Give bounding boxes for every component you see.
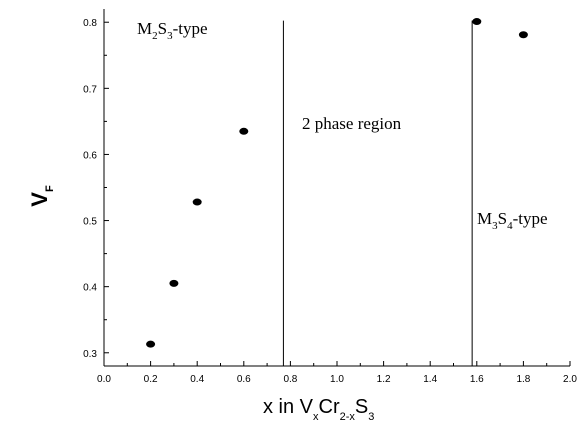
- x-tick-label: 0.4: [190, 374, 204, 385]
- x-tick-label: 0.2: [144, 374, 158, 385]
- x-tick-label: 1.4: [423, 374, 437, 385]
- x-axis-label: x in VxCr2-xS3: [263, 396, 374, 423]
- x-tick-label: 1.0: [330, 374, 344, 385]
- data-point: [239, 127, 249, 135]
- m2s3-type-label: M2S3-type: [137, 19, 208, 42]
- two-phase-region-label: 2 phase region: [302, 114, 402, 133]
- y-tick-label: 0.4: [83, 283, 97, 294]
- y-tick-label: 0.8: [83, 18, 97, 29]
- y-tick-label: 0.3: [83, 349, 97, 360]
- y-axis-label: VF: [27, 185, 56, 207]
- x-tick-label: 0.0: [97, 374, 111, 385]
- x-tick-label: 2.0: [563, 374, 577, 385]
- y-tick-label: 0.6: [83, 150, 97, 161]
- y-axis-ticks: 0.3 0.4 0.5 0.6 0.7 0.8: [83, 18, 109, 360]
- x-tick-label: 0.6: [237, 374, 251, 385]
- x-tick-label: 0.8: [283, 374, 297, 385]
- data-point: [472, 18, 482, 26]
- data-point: [146, 340, 156, 348]
- axis-labels: VF x in VxCr2-xS3: [27, 185, 374, 423]
- region-annotations: M2S3-type 2 phase region M3S4-type: [137, 19, 548, 232]
- data-point: [169, 279, 179, 287]
- x-axis-ticks: 0.0 0.2 0.4 0.6 0.8 1.0 1.2 1.4 1.6 1.8 2.0: [97, 361, 577, 385]
- y-tick-label: 0.5: [83, 217, 97, 228]
- data-point: [518, 31, 528, 39]
- x-tick-label: 1.8: [516, 374, 530, 385]
- x-tick-label: 1.2: [377, 374, 391, 385]
- data-point: [192, 198, 202, 206]
- axes: [103, 9, 570, 367]
- y-tick-label: 0.7: [83, 84, 97, 95]
- m3s4-type-label: M3S4-type: [477, 209, 548, 232]
- x-tick-label: 1.6: [470, 374, 484, 385]
- data-points: [146, 18, 528, 348]
- phase-boundary-lines: [282, 20, 473, 366]
